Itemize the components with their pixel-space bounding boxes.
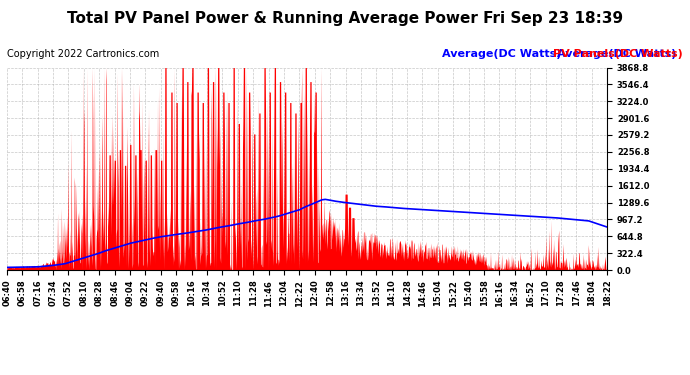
Text: PV Panels(DC Watts): PV Panels(DC Watts) [553, 49, 683, 59]
Text: Average(DC Watts): Average(DC Watts) [442, 49, 561, 59]
Text: Copyright 2022 Cartronics.com: Copyright 2022 Cartronics.com [7, 49, 159, 59]
Text: Average(DC Watts): Average(DC Watts) [557, 49, 676, 59]
Text: Total PV Panel Power & Running Average Power Fri Sep 23 18:39: Total PV Panel Power & Running Average P… [67, 11, 623, 26]
